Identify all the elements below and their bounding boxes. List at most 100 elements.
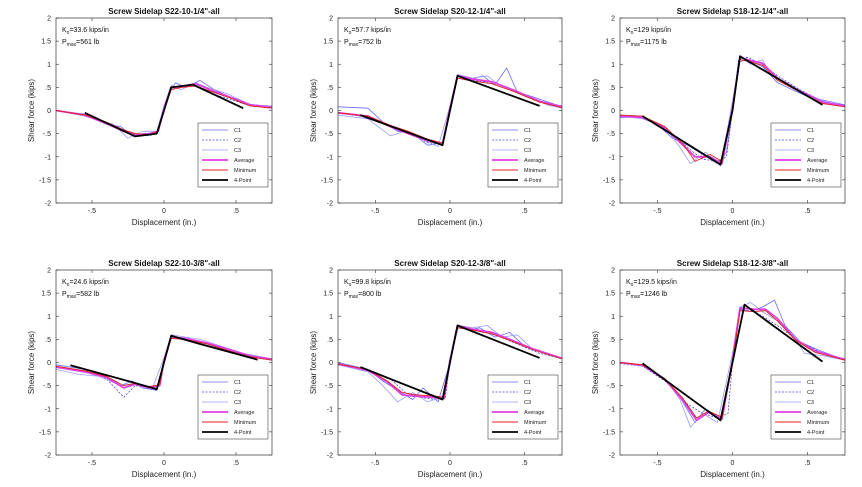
chart2-annotation-p-value: =752 lb — [358, 39, 381, 46]
chart2-ytick-label-1: -1.5 — [321, 177, 333, 184]
chart1-annotation-p: Pmax=561 lb — [62, 39, 99, 48]
chart4-ytick-label-7: 1.5 — [41, 291, 51, 298]
chart6-ytick-label-6: 1 — [611, 314, 615, 321]
chart3-annotation-k-sub: o — [631, 30, 634, 36]
chart4-ytick-label-3: -.5 — [43, 383, 51, 390]
chart3-ytick-label-6: 1 — [611, 62, 615, 69]
chart2-legend-label-2: C3 — [524, 148, 531, 154]
chart6-legend-label-4: Minimum — [807, 420, 830, 426]
chart5-title: Screw Sidelap S20-12-3/8"-all — [394, 259, 505, 268]
chart5-ytick-label-8: 2 — [329, 268, 333, 275]
chart6-annotation-p: Pmax=1246 lb — [626, 291, 667, 300]
chart3: Screw Sidelap S18-12-1/4"-all -2 -1.5 -1 -.5… — [591, 7, 846, 227]
chart5-ytick-label-0: -2 — [327, 453, 333, 460]
chart1-annotation-p-symbol: P — [62, 39, 67, 46]
chart4-legend-label-5: 4-Point — [234, 430, 252, 436]
chart1-legend-label-1: C2 — [234, 138, 241, 144]
chart5-annotation-k-value: =99.8 kips/in — [351, 279, 391, 286]
chart5-xtick-label-0: -.5 — [371, 460, 379, 467]
chart3-axes-frame — [619, 17, 846, 204]
chart2-legend-label-1: C2 — [524, 138, 531, 144]
chart1-ytick-label-7: 1.5 — [41, 39, 51, 46]
chart6-annotation-k-symbol: K — [626, 279, 631, 286]
chart3-legend-label-2: C3 — [807, 148, 814, 154]
chart6-series-4-point-line — [641, 303, 824, 422]
chart5-xtick-label-1: 0 — [448, 460, 452, 467]
chart2-annotation-p-sub: max — [349, 42, 359, 48]
chart6-ytick-label-2: -1 — [609, 406, 615, 413]
chart6-ytick-label-3: -.5 — [607, 383, 615, 390]
chart4-legend-label-3: Average — [234, 410, 254, 416]
chart6-annotation-k-sub: o — [631, 282, 634, 288]
chart4-annotation-p-value: =582 lb — [76, 291, 99, 298]
chart6-xlabel: Displacement (in.) — [700, 470, 765, 479]
chart3-ytick-label-0: -2 — [609, 201, 615, 208]
chart1-xtick-label-1: 0 — [162, 208, 166, 215]
chart3-ytick-label-3: -.5 — [607, 131, 615, 138]
chart4-axes-frame — [55, 269, 273, 456]
chart5-annotation-p-symbol: P — [344, 291, 349, 298]
chart3-ytick-label-4: 0 — [611, 108, 615, 115]
chart3-legend-label-4: Minimum — [807, 168, 830, 174]
chart6-ytick-label-8: 2 — [611, 268, 615, 275]
chart6-ytick-label-0: -2 — [609, 453, 615, 460]
chart2-xtick-label-1: 0 — [448, 208, 452, 215]
chart2-ytick-label-0: -2 — [327, 201, 333, 208]
chart4-legend-label-0: C1 — [234, 380, 241, 386]
chart5-legend-label-5: 4-Point — [524, 430, 542, 436]
chart3-xlabel: Displacement (in.) — [700, 218, 765, 227]
chart4-xtick-label-1: 0 — [162, 460, 166, 467]
chart3-legend-label-1: C2 — [807, 138, 814, 144]
chart4-ylabel: Shear force (kips) — [27, 331, 36, 394]
chart6-xtick-label-0: -.5 — [653, 460, 661, 467]
chart3-annotation-p-symbol: P — [626, 39, 631, 46]
chart3-ytick-label-8: 2 — [611, 16, 615, 23]
chart6-legend-label-1: C2 — [807, 390, 814, 396]
chart6-title: Screw Sidelap S18-12-3/8"-all — [677, 259, 788, 268]
chart2-annotation-k: Ko=57.7 kips/in — [344, 27, 391, 36]
chart4-annotation-k-symbol: K — [62, 279, 67, 286]
chart6-xtick-label-1: 0 — [731, 460, 735, 467]
chart4-annotation-p-symbol: P — [62, 291, 67, 298]
chart3-xtick-label-0: -.5 — [653, 208, 661, 215]
chart3-legend-label-5: 4-Point — [807, 178, 825, 184]
chart6-annotation-k: Ko=129.5 kips/in — [626, 279, 677, 288]
chart3-annotation-k-symbol: K — [626, 27, 631, 34]
chart5-legend-label-3: Average — [524, 410, 544, 416]
chart3-xtick-label-1: 0 — [731, 208, 735, 215]
chart5-xlabel: Displacement (in.) — [418, 470, 483, 479]
chart2: Screw Sidelap S20-12-1/4"-all -2 -1.5 -1 -.5… — [309, 7, 563, 227]
chart4-title: Screw Sidelap S22-10-3/8"-all — [108, 259, 219, 268]
chart2-ytick-label-5: .5 — [327, 85, 333, 92]
chart6-ylabel: Shear force (kips) — [591, 331, 600, 394]
chart6-legend-label-2: C3 — [807, 400, 814, 406]
chart2-series-4-point-line — [360, 74, 540, 147]
chart5-ytick-label-1: -1.5 — [321, 429, 333, 436]
chart2-axes-frame — [337, 17, 563, 204]
chart1-ytick-label-8: 2 — [47, 16, 51, 23]
chart1-legend-label-0: C1 — [234, 128, 241, 134]
chart5-legend-label-2: C3 — [524, 400, 531, 406]
chart3-ylabel: Shear force (kips) — [591, 79, 600, 142]
chart1-xtick-label-2: .5 — [233, 208, 239, 215]
chart2-legend-label-3: Average — [524, 158, 544, 164]
chart6-ytick-label-7: 1.5 — [605, 291, 615, 298]
chart1-title: Screw Sidelap S22-10-1/4"-all — [108, 7, 219, 16]
chart4-annotation-k-sub: o — [67, 282, 70, 288]
chart1-ytick-label-5: .5 — [45, 85, 51, 92]
chart2-legend-box — [487, 122, 559, 188]
chart2-ytick-label-2: -1 — [327, 154, 333, 161]
chart2-annotation-k-sub: o — [349, 30, 352, 36]
chart4-legend-label-1: C2 — [234, 390, 241, 396]
chart4-legend-label-4: Minimum — [234, 420, 257, 426]
chart3-title: Screw Sidelap S18-12-1/4"-all — [677, 7, 788, 16]
chart5-ytick-label-4: 0 — [329, 360, 333, 367]
chart4-ytick-label-6: 1 — [47, 314, 51, 321]
chart3-series-4-point-line — [642, 55, 823, 166]
chart1-ytick-label-1: -1.5 — [39, 177, 51, 184]
chart4-xlabel: Displacement (in.) — [132, 470, 197, 479]
chart4-annotation-p-sub: max — [67, 294, 77, 300]
chart6-annotation-p-value: =1246 lb — [640, 291, 667, 298]
chart1-annotation-p-value: =561 lb — [76, 39, 99, 46]
